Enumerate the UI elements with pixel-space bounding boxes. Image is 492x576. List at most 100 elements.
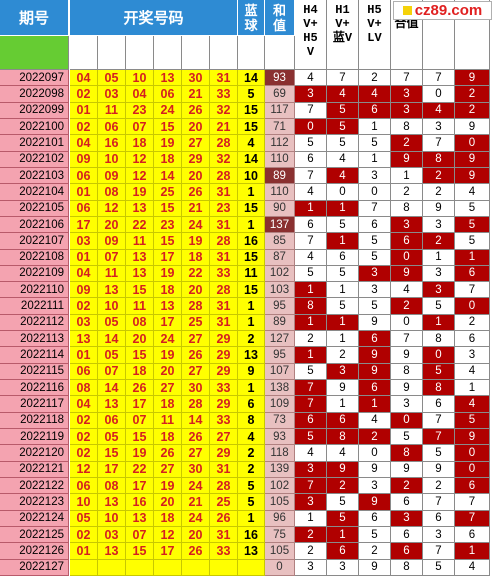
blue-ball: 13 <box>238 543 265 560</box>
red-ball: 20 <box>182 526 210 544</box>
metric-2-value: 4 <box>327 167 359 185</box>
red-ball: 17 <box>126 478 154 495</box>
metric-6-value: 1 <box>455 380 490 397</box>
red-ball: 19 <box>154 135 182 152</box>
red-ball: 17 <box>126 396 154 413</box>
metric-3-value: 3 <box>359 478 391 495</box>
red-ball: 04 <box>70 396 98 413</box>
header-blank-cell <box>238 36 265 70</box>
metric-3-value: 5 <box>359 526 391 544</box>
metric-5-value: 5 <box>423 363 455 381</box>
metric-5-value: 7 <box>423 429 455 446</box>
metric-2-value: 4 <box>327 151 359 168</box>
metric-6-value: 7 <box>455 510 490 527</box>
sum-value: 96 <box>265 510 295 527</box>
issue-number: 2022116 <box>0 380 69 397</box>
header-metric-2: H1 V+ 蓝V <box>327 0 359 70</box>
issue-number: 2022104 <box>0 184 69 201</box>
red-ball: 24 <box>154 102 182 119</box>
metric-4-value: 9 <box>391 380 423 397</box>
metric-4-value: 6 <box>391 494 423 511</box>
red-ball: 13 <box>154 298 182 315</box>
metric-4-value: 2 <box>391 478 423 495</box>
metric-6-value: 4 <box>455 363 490 381</box>
metric-3-value: 6 <box>359 510 391 527</box>
red-ball: 01 <box>70 347 98 364</box>
red-ball: 24 <box>182 510 210 527</box>
red-ball: 13 <box>154 70 182 87</box>
red-ball: 12 <box>98 200 126 217</box>
blue-ball: 15 <box>238 118 265 136</box>
metric-3-value: 6 <box>359 380 391 397</box>
red-ball: 22 <box>182 265 210 283</box>
red-ball: 02 <box>70 429 98 446</box>
metric-4-value: 8 <box>391 559 423 576</box>
metric-6-value: 9 <box>455 118 490 136</box>
header-blank-cell <box>154 36 182 70</box>
metric-3-value: 9 <box>359 363 391 381</box>
red-ball: 16 <box>98 135 126 152</box>
red-ball: 27 <box>154 380 182 397</box>
sum-value: 109 <box>265 396 295 413</box>
metric-1-value: 5 <box>295 265 327 283</box>
red-ball: 08 <box>98 478 126 495</box>
metric-4-value: 3 <box>391 86 423 103</box>
header-metric-line: V+ <box>335 17 350 31</box>
issue-number: 2022106 <box>0 216 69 234</box>
metric-5-value: 9 <box>423 200 455 217</box>
metric-6-value: 1 <box>455 249 490 266</box>
metric-3-value: 9 <box>359 347 391 364</box>
red-ball: 18 <box>154 282 182 299</box>
issue-number: 2022108 <box>0 249 69 266</box>
red-ball: 30 <box>182 70 210 87</box>
metric-1-value: 0 <box>295 118 327 136</box>
red-ball: 31 <box>210 298 238 315</box>
metric-5-value: 5 <box>423 298 455 315</box>
red-ball: 20 <box>182 167 210 185</box>
issue-number: 2022103 <box>0 167 69 185</box>
sum-value: 89 <box>265 314 295 332</box>
red-ball: 29 <box>210 331 238 348</box>
red-ball: 02 <box>70 298 98 315</box>
metric-5-value: 2 <box>423 167 455 185</box>
red-ball: 28 <box>182 396 210 413</box>
metric-2-value: 5 <box>327 494 359 511</box>
sum-value: 127 <box>265 331 295 348</box>
issue-number: 2022127 <box>0 559 69 576</box>
red-ball: 21 <box>182 494 210 511</box>
metric-2-value: 4 <box>327 86 359 103</box>
red-ball: 05 <box>70 510 98 527</box>
red-ball: 12 <box>70 461 98 478</box>
red-ball: 14 <box>154 167 182 185</box>
issue-number: 2022117 <box>0 396 69 413</box>
red-ball: 18 <box>126 135 154 152</box>
issue-number: 2022098 <box>0 86 69 103</box>
metric-1-value: 2 <box>295 526 327 544</box>
blue-ball: 15 <box>238 102 265 119</box>
red-ball: 01 <box>70 102 98 119</box>
metric-3-value: 6 <box>359 102 391 119</box>
metric-5-value: 3 <box>423 526 455 544</box>
red-ball: 16 <box>126 494 154 511</box>
red-ball: 02 <box>70 526 98 544</box>
metric-5-value: 8 <box>423 380 455 397</box>
issue-number: 2022122 <box>0 478 69 495</box>
metric-3-value: 0 <box>359 184 391 201</box>
issue-number: 2022111 <box>0 298 69 315</box>
metric-3-value: 5 <box>359 249 391 266</box>
red-ball: 07 <box>98 249 126 266</box>
red-ball: 06 <box>70 478 98 495</box>
blue-ball: 2 <box>238 461 265 478</box>
red-ball: 05 <box>98 347 126 364</box>
metric-3-value: 4 <box>359 86 391 103</box>
header-metric-line: V <box>306 45 315 59</box>
blue-ball: 4 <box>238 429 265 446</box>
red-ball: 26 <box>182 184 210 201</box>
metric-6-value: 5 <box>455 216 490 234</box>
red-ball: 15 <box>126 347 154 364</box>
blue-ball: 14 <box>238 70 265 87</box>
issue-number: 2022100 <box>0 118 69 136</box>
metric-4-value: 8 <box>391 445 423 462</box>
red-ball: 09 <box>98 233 126 250</box>
red-ball: 31 <box>210 526 238 544</box>
